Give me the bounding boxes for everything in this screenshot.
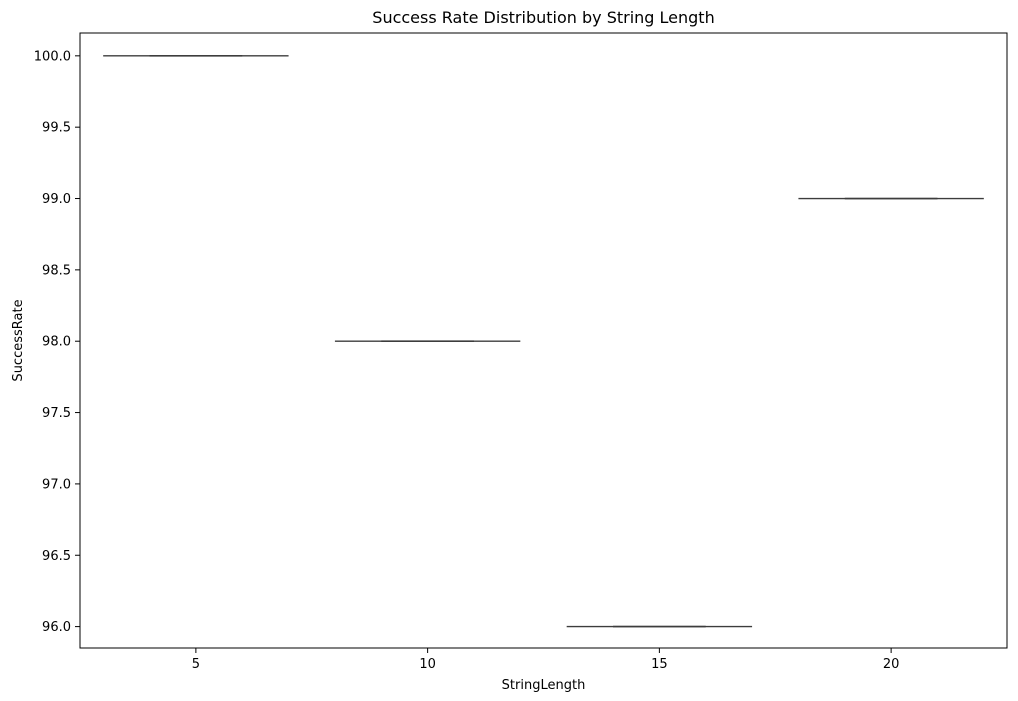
chart-title: Success Rate Distribution by String Leng… (372, 8, 714, 27)
y-tick-label: 97.5 (42, 406, 71, 421)
plot-frame (79, 32, 1008, 649)
y-tick-label: 99.0 (42, 192, 71, 207)
y-tick-label: 100.0 (34, 49, 71, 64)
y-tick-label: 96.0 (42, 620, 71, 635)
y-axis-label: SuccessRate (11, 299, 26, 381)
y-tick-label: 96.5 (42, 549, 71, 564)
y-tick-label: 98.5 (42, 263, 71, 278)
x-tick-label: 20 (883, 657, 900, 672)
x-tick-label: 5 (192, 657, 200, 672)
box-series (103, 55, 984, 628)
y-tick-label: 97.0 (42, 477, 71, 492)
y-tick-label: 99.5 (42, 121, 71, 136)
x-tick-label: 15 (651, 657, 668, 672)
x-tick-label: 10 (419, 657, 436, 672)
y-tick-label: 98.0 (42, 335, 71, 350)
axis-ticks: 5 10 15 20 96.0 96.5 97.0 97.5 98.0 98.5 99.0 99.5 1… (34, 49, 900, 672)
x-axis-label: StringLength (502, 678, 586, 693)
